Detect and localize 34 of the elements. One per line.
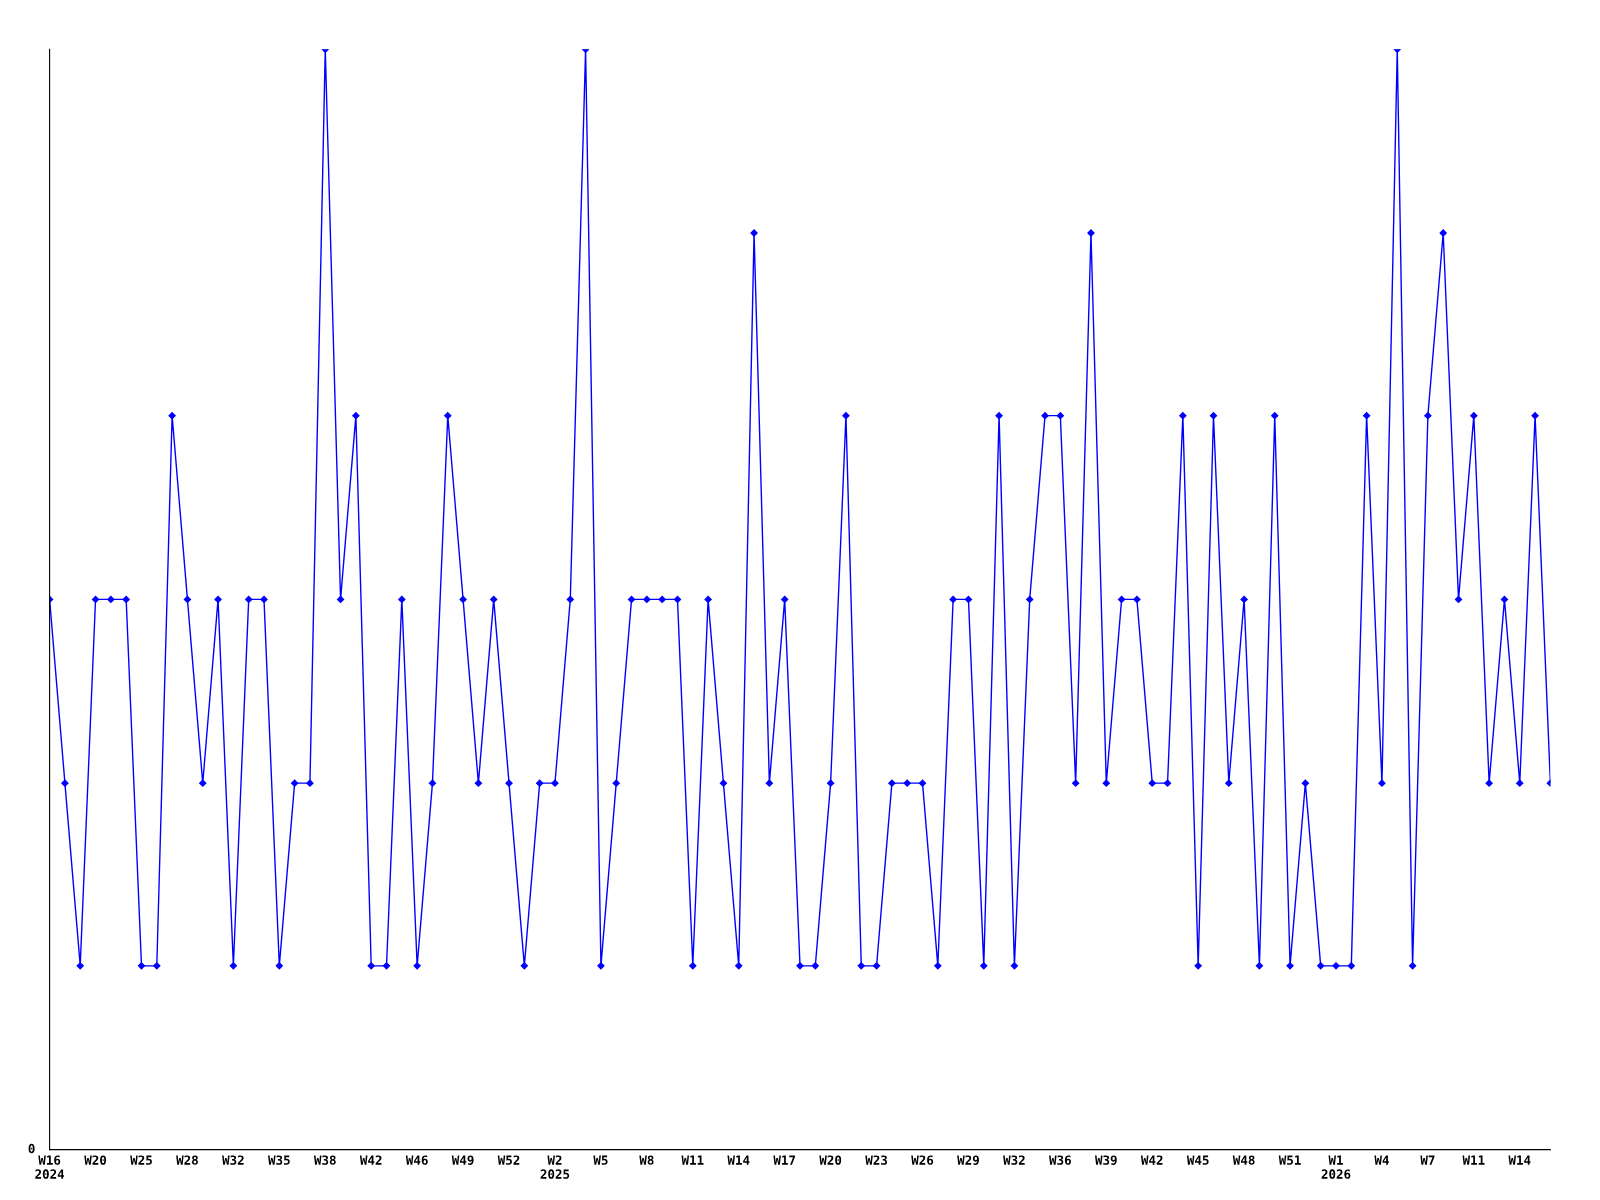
x-tick-label: W45 bbox=[1186, 1155, 1209, 1165]
x-tick-label: W42 bbox=[1140, 1155, 1163, 1165]
text: 0 bbox=[28, 1143, 35, 1154]
x-tick-label: W5 bbox=[593, 1155, 608, 1165]
x-tick-label: W23 bbox=[865, 1155, 888, 1165]
x-tick-label: W32 bbox=[1003, 1155, 1025, 1165]
x-tick-label: W46 bbox=[405, 1155, 428, 1165]
x-tick-label: W48 bbox=[1232, 1155, 1255, 1165]
x-tick-label: W25 bbox=[130, 1155, 152, 1165]
x-tick-label: W36 bbox=[1049, 1155, 1071, 1165]
x-tick-label: W29 bbox=[957, 1155, 979, 1165]
x-tick-label: W14 bbox=[1508, 1155, 1531, 1165]
x-tick-label: W28 bbox=[176, 1155, 198, 1165]
x-tick-label: W14 bbox=[727, 1155, 750, 1165]
x-tick-label: W11 bbox=[1462, 1155, 1485, 1165]
x-tick-label: W11 bbox=[681, 1155, 704, 1165]
x-tick-label: W49 bbox=[451, 1155, 474, 1165]
x-tick-label: W51 bbox=[1278, 1155, 1301, 1165]
x-tick-label: W20 bbox=[84, 1155, 107, 1165]
x-tick-label: W42 bbox=[359, 1155, 382, 1165]
x-tick-label: W1 2026 bbox=[1321, 1155, 1351, 1179]
x-tick-label: W52 bbox=[497, 1155, 520, 1165]
x-tick-label: W38 bbox=[313, 1155, 336, 1165]
x-tick-label: W39 bbox=[1095, 1155, 1117, 1165]
x-tick-label: W7 bbox=[1420, 1155, 1435, 1165]
x-tick-label: W2 2025 bbox=[540, 1155, 570, 1179]
x-tick-label: W8 bbox=[639, 1155, 654, 1165]
x-tick-label: W20 bbox=[819, 1155, 842, 1165]
x-tick-label: W32 bbox=[222, 1155, 244, 1165]
x-tick-label: W17 bbox=[773, 1155, 796, 1165]
x-tick-label: W16 2024 bbox=[35, 1155, 65, 1179]
x-tick-label: W26 bbox=[911, 1155, 934, 1165]
x-tick-label: W4 bbox=[1374, 1155, 1389, 1165]
x-tick-label: W35 bbox=[268, 1155, 290, 1165]
